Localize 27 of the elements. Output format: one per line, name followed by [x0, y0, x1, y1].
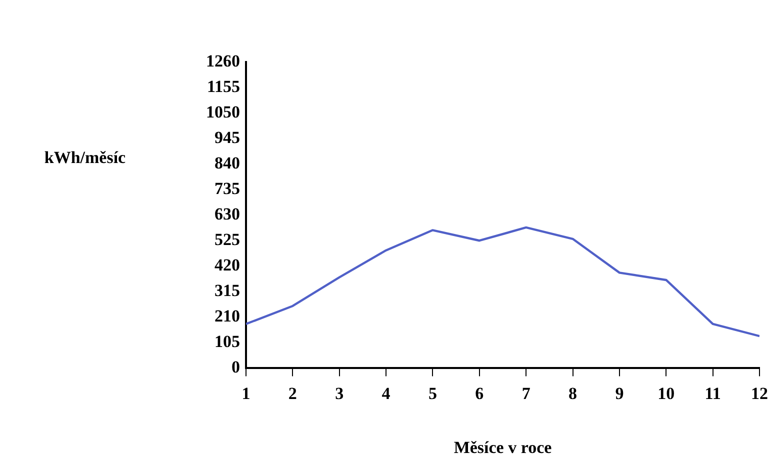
x-tick-label: 11	[704, 384, 721, 403]
x-tick-label: 12	[751, 384, 768, 403]
x-tick-label: 4	[382, 384, 391, 403]
y-tick-label: 840	[214, 153, 240, 172]
y-tick-label: 1155	[206, 76, 240, 96]
y-axis-title: kWh/měsíc	[43, 148, 127, 168]
y-tick-label: 525	[214, 230, 240, 250]
x-tick-label: 3	[335, 384, 344, 403]
x-tick-label: 8	[568, 384, 578, 403]
x-tick-label: 1	[242, 384, 250, 403]
x-tick-label: 9	[615, 384, 624, 403]
y-tick-label: 945	[214, 128, 240, 147]
x-tick-label: 5	[428, 384, 437, 403]
y-tick-label: 1260	[206, 51, 240, 70]
x-tick-label: 6	[475, 384, 484, 403]
x-tick-label: 2	[288, 384, 297, 403]
x-axis-title: Měsíce v roce	[454, 438, 552, 458]
y-tick-label: 1050	[206, 102, 240, 122]
y-tick-label: 0	[232, 358, 240, 377]
y-tick-label: 735	[214, 178, 240, 198]
y-tick-label: 420	[214, 256, 240, 275]
y-tick-label: 315	[214, 281, 240, 300]
y-tick-label: 105	[214, 332, 240, 352]
x-tick-label: 10	[658, 384, 675, 403]
y-tick-label: 630	[214, 204, 240, 224]
y-tick-label: 210	[214, 306, 240, 326]
x-tick-label: 7	[522, 384, 531, 403]
